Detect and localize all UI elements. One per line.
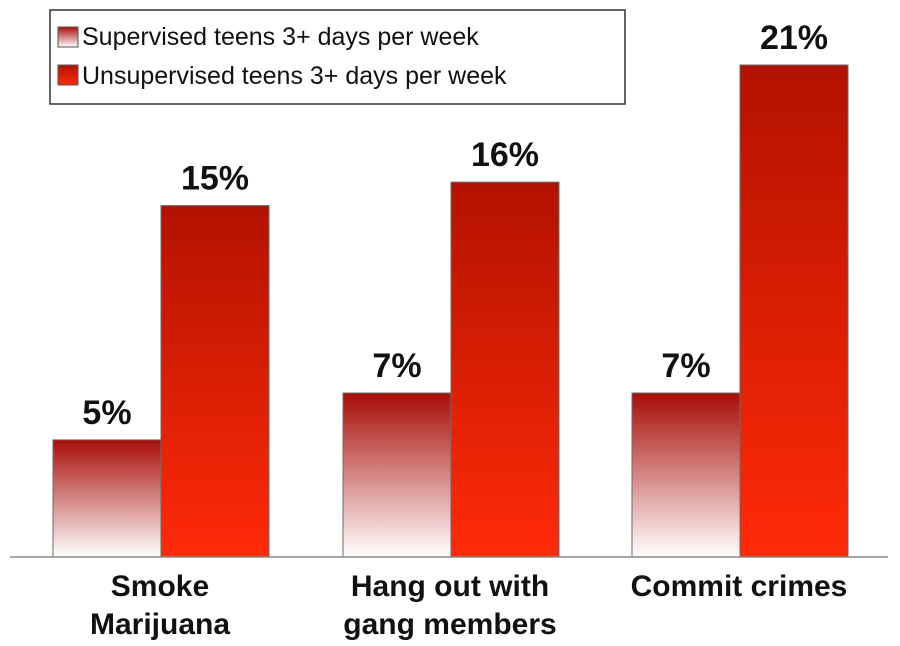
value-label-unsupervised-2: 21%	[760, 19, 828, 57]
value-label-supervised-1: 7%	[372, 347, 421, 385]
category-label-1-line-0: Hang out with	[351, 570, 549, 603]
legend: Supervised teens 3+ days per week Unsupe…	[49, 9, 626, 105]
bars-group	[52, 64, 849, 558]
category-label-2-line-0: Commit crimes	[631, 570, 848, 603]
value-label-supervised-2: 7%	[661, 347, 710, 385]
bar-unsupervised-0	[160, 205, 270, 558]
bar-supervised-0	[52, 439, 162, 558]
legend-swatch-supervised	[57, 26, 79, 48]
value-label-unsupervised-1: 16%	[471, 136, 539, 174]
category-label-1-line-1: gang members	[343, 608, 556, 641]
legend-swatch-unsupervised	[57, 64, 79, 86]
value-labels-group: 5% 7% 7% 15% 16% 21%	[82, 19, 828, 432]
value-label-unsupervised-0: 15%	[181, 160, 249, 198]
legend-label-supervised: Supervised teens 3+ days per week	[82, 23, 479, 51]
category-labels-group: Smoke Marijuana Hang out with gang members C…	[90, 570, 847, 641]
legend-box	[49, 9, 626, 105]
bar-supervised-1	[342, 392, 452, 558]
category-label-0-line-0: Smoke	[111, 570, 209, 603]
category-label-0-line-1: Marijuana	[90, 608, 230, 641]
value-label-supervised-0: 5%	[82, 394, 131, 432]
bar-unsupervised-2	[739, 64, 849, 558]
bar-unsupervised-1	[450, 181, 560, 558]
legend-label-unsupervised: Unsupervised teens 3+ days per week	[82, 62, 507, 90]
bar-supervised-2	[631, 392, 741, 558]
